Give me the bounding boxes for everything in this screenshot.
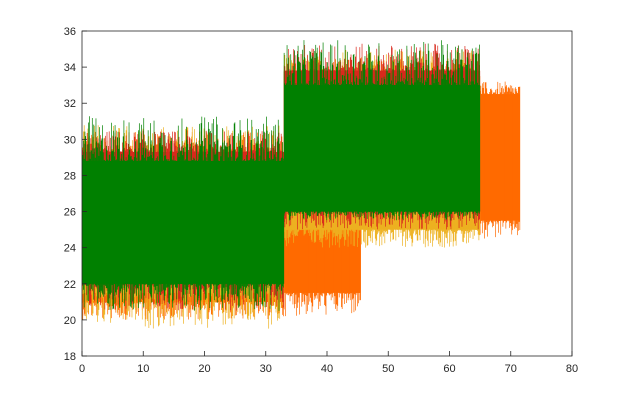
x-tick-label: 20 [198, 363, 210, 375]
x-tick-label: 60 [443, 363, 455, 375]
x-tick-label: 30 [260, 363, 272, 375]
y-tick-label: 30 [64, 134, 76, 146]
x-tick-label: 10 [137, 363, 149, 375]
y-tick-label: 20 [64, 315, 76, 327]
y-tick-label: 26 [64, 207, 76, 219]
series-3-line-0 [82, 116, 284, 311]
series-0-line-3 [479, 81, 521, 239]
series-3-line-1 [283, 40, 480, 221]
x-tick-label: 80 [566, 363, 578, 375]
y-tick-label: 34 [64, 62, 76, 74]
y-tick-label: 18 [64, 351, 76, 363]
y-tick-label: 28 [64, 170, 76, 182]
series-layer [82, 40, 521, 329]
series-0-line-1 [283, 193, 361, 317]
x-tick-label: 50 [382, 363, 394, 375]
y-tick-label: 24 [64, 243, 76, 255]
y-tick-label: 36 [64, 26, 76, 38]
x-tick-label: 40 [321, 363, 333, 375]
y-tick-label: 32 [64, 98, 76, 110]
x-axis: 0 10 20 30 40 50 60 70 80 [79, 351, 578, 375]
series-3 [82, 40, 481, 311]
y-axis: 18 20 22 24 26 28 30 32 34 36 [64, 26, 87, 363]
x-tick-label: 0 [79, 363, 85, 375]
x-tick-label: 70 [505, 363, 517, 375]
y-tick-label: 22 [64, 279, 76, 291]
